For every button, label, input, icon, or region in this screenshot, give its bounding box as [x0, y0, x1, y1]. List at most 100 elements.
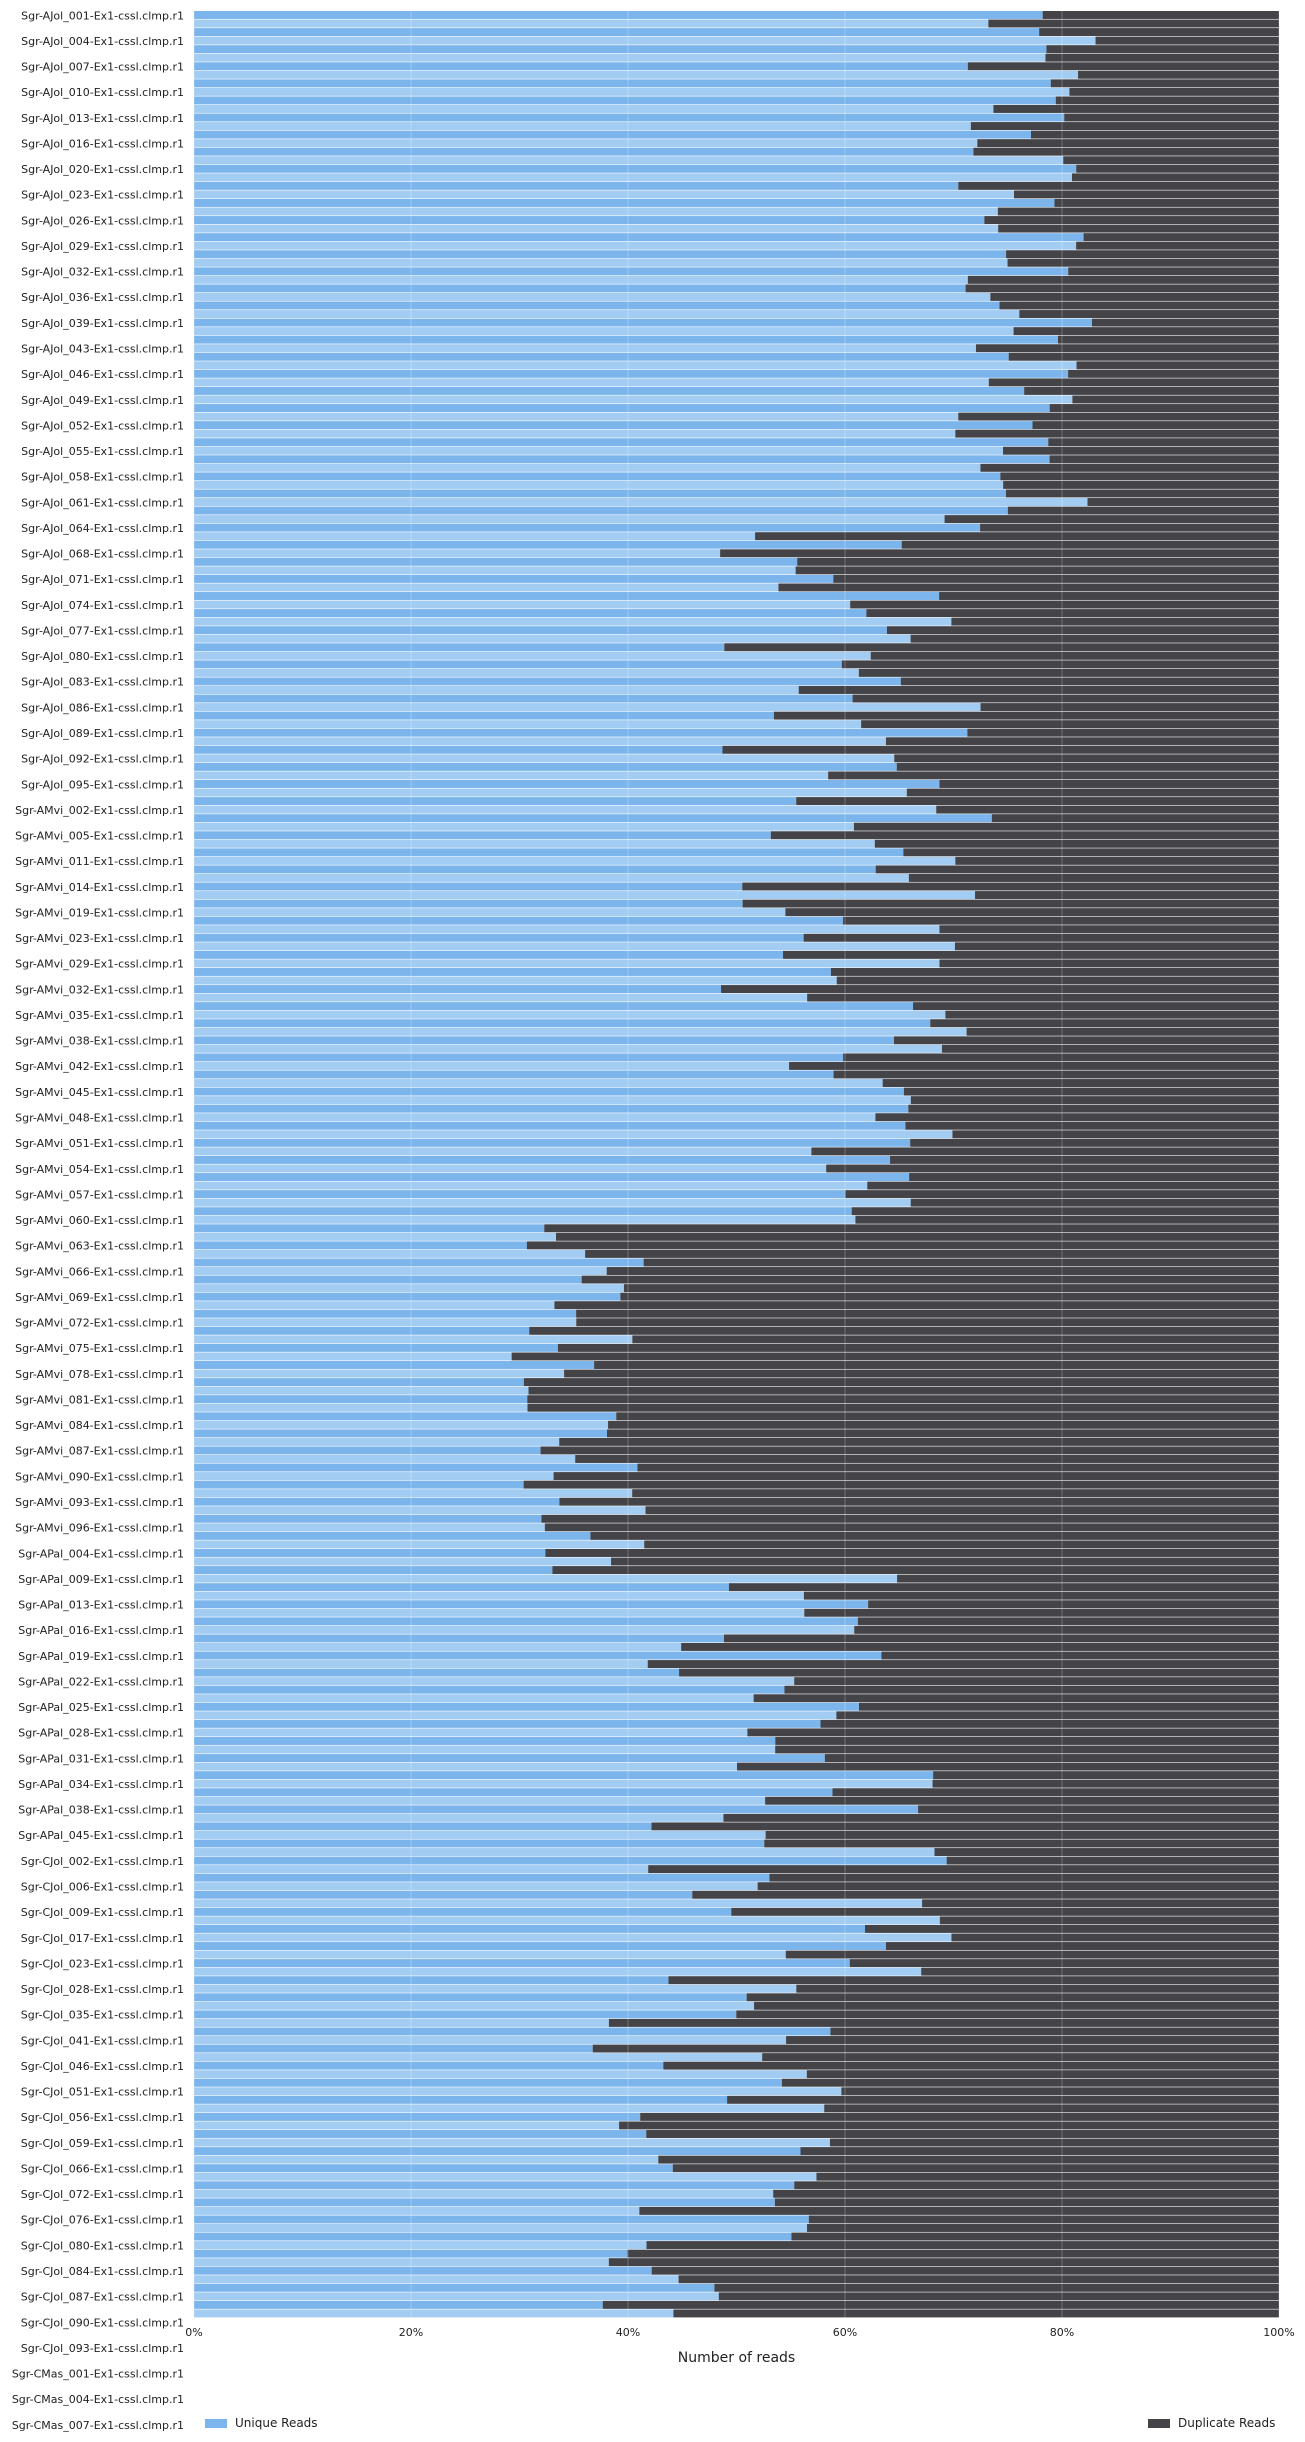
bar-duplicate-2	[1039, 28, 1279, 37]
bar-duplicate-190	[723, 1634, 1279, 1643]
bar-duplicate-179	[644, 1540, 1279, 1549]
bar-duplicate-264	[651, 2266, 1279, 2275]
bar-duplicate-9	[1069, 87, 1279, 96]
bar-duplicate-191	[681, 1642, 1279, 1651]
bar-duplicate-10	[1055, 96, 1279, 105]
bar-duplicate-22	[1054, 198, 1279, 207]
bar-duplicate-151	[554, 1301, 1279, 1310]
bar-unique-57	[194, 498, 1088, 506]
bar-unique-147	[194, 1267, 607, 1275]
bar-duplicate-196	[784, 1685, 1279, 1694]
bar-duplicate-201	[747, 1728, 1279, 1737]
bar-unique-113	[194, 976, 837, 985]
bar-unique-227	[194, 1950, 786, 1959]
bar-unique-3	[194, 36, 1096, 45]
y-tick-label: Sgr-AJol_061-Ex1-cssl.clmp.r1	[21, 496, 184, 509]
bar-unique-239	[194, 2053, 763, 2062]
legend-unique[interactable]: Unique Reads	[205, 2416, 318, 2430]
bar-unique-240	[194, 2061, 664, 2070]
bar-duplicate-89	[828, 771, 1279, 780]
bar-unique-193	[194, 1660, 648, 1669]
bar-unique-6	[194, 62, 968, 71]
bar-duplicate-186	[868, 1600, 1279, 1609]
bar-unique-72	[194, 626, 887, 635]
bar-unique-111	[194, 959, 940, 968]
bar-duplicate-256	[774, 2198, 1279, 2207]
bar-duplicate-4	[1046, 45, 1279, 54]
bar-unique-152	[194, 1309, 577, 1318]
y-tick-label: Sgr-AJol_039-Ex1-cssl.clmp.r1	[21, 317, 184, 330]
bar-duplicate-73	[910, 634, 1279, 643]
bar-unique-257	[194, 2206, 640, 2215]
bar-unique-108	[194, 933, 804, 942]
y-tick-label: Sgr-CJol_009-Ex1-cssl.clmp.r1	[21, 1906, 184, 1919]
bar-unique-258	[194, 2215, 809, 2224]
bar-duplicate-33	[990, 292, 1279, 301]
y-tick-label: Sgr-AMvi_014-Ex1-cssl.clmp.r1	[15, 881, 184, 894]
bar-unique-202	[194, 1736, 776, 1745]
legend-label-duplicate: Duplicate Reads	[1178, 2416, 1276, 2430]
bar-duplicate-86	[722, 745, 1279, 754]
bar-duplicate-116	[913, 1002, 1279, 1011]
bar-unique-11	[194, 104, 994, 113]
bar-unique-261	[194, 2241, 647, 2250]
y-tick-label: Sgr-AMvi_051-Ex1-cssl.clmp.r1	[15, 1137, 184, 1150]
bar-duplicate-118	[930, 1019, 1279, 1028]
bar-unique-56	[194, 489, 1006, 498]
bar-duplicate-147	[606, 1267, 1279, 1275]
bar-unique-48	[194, 421, 1033, 430]
bar-duplicate-136	[909, 1173, 1279, 1181]
bar-duplicate-207	[932, 1779, 1279, 1788]
legend-duplicate[interactable]: Duplicate Reads	[1148, 2416, 1275, 2430]
bar-duplicate-166	[606, 1429, 1279, 1438]
bar-duplicate-85	[885, 737, 1279, 746]
bar-unique-1	[194, 19, 989, 28]
bar-unique-177	[194, 1523, 545, 1532]
bar-duplicate-140	[851, 1207, 1279, 1216]
bar-duplicate-216	[946, 1856, 1279, 1865]
y-tick-label: Sgr-AMvi_023-Ex1-cssl.clmp.r1	[15, 932, 184, 945]
bar-duplicate-145	[585, 1249, 1279, 1258]
bar-duplicate-219	[757, 1882, 1279, 1891]
bar-duplicate-101	[908, 873, 1279, 882]
bar-unique-123	[194, 1061, 790, 1070]
bar-unique-19	[194, 173, 1072, 182]
bar-unique-59	[194, 515, 945, 524]
bar-unique-137	[194, 1181, 868, 1190]
bar-unique-29	[194, 258, 1008, 267]
bar-unique-205	[194, 1762, 737, 1771]
bar-duplicate-185	[803, 1591, 1279, 1600]
bar-duplicate-64	[797, 557, 1279, 566]
bar-unique-32	[194, 284, 966, 293]
bar-duplicate-234	[736, 2010, 1279, 2019]
y-tick-label: Sgr-CJol_041-Ex1-cssl.clmp.r1	[21, 2034, 184, 2047]
bar-duplicate-72	[886, 626, 1279, 635]
bar-duplicate-1	[988, 19, 1279, 28]
y-tick-label: Sgr-AMvi_072-Ex1-cssl.clmp.r1	[15, 1317, 184, 1330]
y-tick-label: Sgr-AMvi_032-Ex1-cssl.clmp.r1	[15, 983, 184, 996]
bar-unique-209	[194, 1796, 766, 1805]
bar-duplicate-19	[1071, 173, 1279, 182]
bar-duplicate-78	[900, 677, 1279, 686]
bar-unique-151	[194, 1301, 555, 1310]
bar-unique-166	[194, 1429, 607, 1438]
bar-duplicate-26	[1083, 233, 1279, 242]
y-tick-label: Sgr-CMas_001-Ex1-cssl.clmp.r1	[12, 2368, 184, 2381]
bar-duplicate-36	[1091, 318, 1279, 327]
bar-duplicate-59	[944, 515, 1279, 524]
y-tick-label: Sgr-AJol_029-Ex1-cssl.clmp.r1	[21, 240, 184, 253]
bar-duplicate-144	[526, 1241, 1279, 1250]
bar-unique-241	[194, 2070, 807, 2079]
bar-duplicate-124	[833, 1070, 1279, 1079]
bar-duplicate-108	[803, 933, 1279, 942]
y-tick-label: Sgr-AMvi_075-Ex1-cssl.clmp.r1	[15, 1342, 184, 1355]
bar-unique-159	[194, 1369, 565, 1378]
bar-duplicate-69	[850, 600, 1279, 609]
bar-duplicate-224	[865, 1924, 1279, 1933]
bar-duplicate-143	[556, 1232, 1279, 1241]
bar-duplicate-138	[845, 1190, 1279, 1199]
bar-unique-196	[194, 1685, 785, 1694]
bar-unique-73	[194, 634, 911, 643]
bar-duplicate-16	[973, 147, 1279, 156]
bar-duplicate-55	[1003, 480, 1279, 489]
